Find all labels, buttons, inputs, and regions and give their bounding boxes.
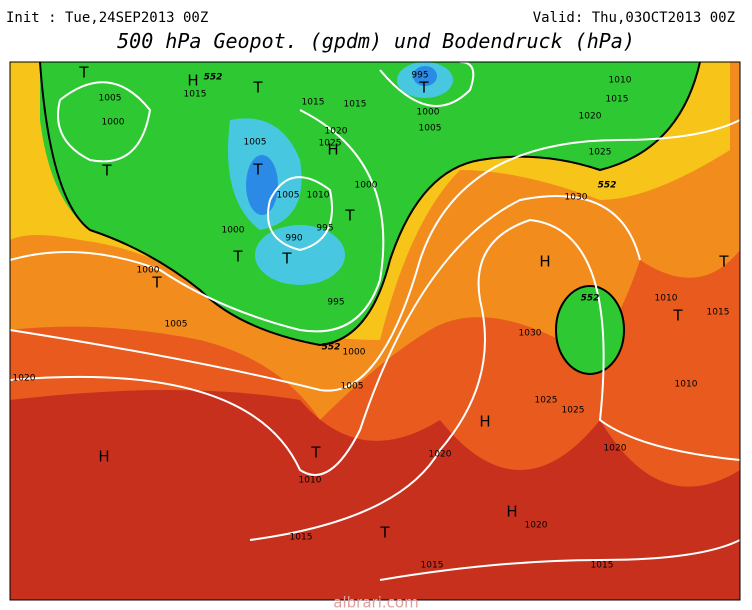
map-title: 500 hPa Geopot. (gpdm) und Bodendruck (h… bbox=[117, 29, 635, 53]
isobar-label: 1015 bbox=[421, 561, 444, 571]
isobar-label: 1005 bbox=[277, 191, 300, 201]
isobar-label: 1015 bbox=[707, 308, 730, 318]
map-frame bbox=[9, 61, 741, 601]
isobar-label: 1030 bbox=[519, 329, 542, 339]
pressure-center: H bbox=[539, 253, 550, 271]
pressure-center: H bbox=[506, 503, 517, 521]
pressure-center: T bbox=[718, 253, 729, 271]
isobar-label: 1015 bbox=[591, 561, 614, 571]
isobar-label: 995 bbox=[327, 298, 344, 308]
isobar-label: 1025 bbox=[319, 139, 342, 149]
isobar bbox=[249, 218, 741, 541]
isobar bbox=[9, 195, 641, 476]
isobar bbox=[57, 81, 152, 163]
pressure-center: T bbox=[310, 444, 321, 462]
isobar-label: 990 bbox=[285, 234, 302, 244]
isobar-label: 1000 bbox=[102, 118, 125, 128]
pressure-center: T bbox=[151, 274, 162, 292]
pressure-center: T bbox=[78, 64, 89, 82]
isobar-label: 1025 bbox=[589, 148, 612, 158]
isobar bbox=[9, 119, 741, 392]
field bbox=[10, 61, 740, 600]
pressure-center: T bbox=[252, 161, 263, 179]
isobar-label: 1020 bbox=[604, 444, 627, 454]
isobar bbox=[267, 176, 333, 252]
isobar-label: 1000 bbox=[343, 348, 366, 358]
isobar-label: 1005 bbox=[419, 124, 442, 134]
contour-label: 552 bbox=[581, 294, 600, 304]
isobar-label: 1010 bbox=[675, 380, 698, 390]
contour-label: 552 bbox=[204, 73, 223, 83]
contour-label: 552 bbox=[322, 343, 341, 353]
isobar-label: 1005 bbox=[99, 94, 122, 104]
pressure-center: H bbox=[187, 72, 198, 90]
isobar-label: 1020 bbox=[13, 374, 36, 384]
isobar-label: 1000 bbox=[417, 108, 440, 118]
field-green-cutoff bbox=[555, 285, 625, 375]
isobar-label: 995 bbox=[411, 71, 428, 81]
isobar-label: 1030 bbox=[565, 193, 588, 203]
isobar-label: 1025 bbox=[535, 396, 558, 406]
isobar bbox=[9, 109, 385, 333]
isobar-label: 1005 bbox=[244, 138, 267, 148]
field-green bbox=[40, 62, 700, 345]
isobar-label: 1015 bbox=[606, 95, 629, 105]
pressure-center: T bbox=[344, 207, 355, 225]
pressure-center: T bbox=[252, 79, 263, 97]
pressure-center: T bbox=[418, 79, 429, 97]
isobar-label: 1020 bbox=[325, 127, 348, 137]
pressure-center: T bbox=[101, 162, 112, 180]
pressure-center: H bbox=[98, 448, 109, 466]
init-time: Init : Tue,24SEP2013 00Z bbox=[6, 10, 208, 26]
isobar bbox=[379, 539, 741, 581]
isobar-label: 1000 bbox=[222, 226, 245, 236]
isobar-label: 1020 bbox=[429, 450, 452, 460]
watermark: albrari.com bbox=[333, 594, 418, 610]
isobar-label: 1010 bbox=[609, 76, 632, 86]
isobar-label: 1015 bbox=[302, 98, 325, 108]
pressure-center: T bbox=[672, 307, 683, 325]
isobar-label: 1010 bbox=[299, 476, 322, 486]
isobar-label: 1015 bbox=[344, 100, 367, 110]
isobar-label: 1025 bbox=[562, 406, 585, 416]
isobar-label: 1000 bbox=[355, 181, 378, 191]
isobar-label: 1020 bbox=[579, 112, 602, 122]
isobar-label: 995 bbox=[316, 224, 333, 234]
valid-time: Valid: Thu,03OCT2013 00Z bbox=[533, 10, 735, 26]
contour-552 bbox=[39, 61, 701, 347]
pressure-center: T bbox=[379, 524, 390, 542]
pressure-center: T bbox=[281, 250, 292, 268]
isobar-label: 1015 bbox=[184, 90, 207, 100]
pressure-center: T bbox=[232, 248, 243, 266]
isobar bbox=[379, 61, 475, 107]
isobars bbox=[9, 61, 741, 581]
field-blue-2 bbox=[413, 66, 437, 86]
pressure-center: H bbox=[327, 141, 338, 159]
isobar-label: 1010 bbox=[307, 191, 330, 201]
isobar-label: 1020 bbox=[525, 521, 548, 531]
isobar-label: 1005 bbox=[165, 320, 188, 330]
isobar-label: 1000 bbox=[137, 266, 160, 276]
isobar-label: 1015 bbox=[290, 533, 313, 543]
pressure-center: H bbox=[479, 413, 490, 431]
isobar-label: 1005 bbox=[341, 382, 364, 392]
contour-label: 552 bbox=[598, 181, 617, 191]
isobar-label: 1010 bbox=[655, 294, 678, 304]
